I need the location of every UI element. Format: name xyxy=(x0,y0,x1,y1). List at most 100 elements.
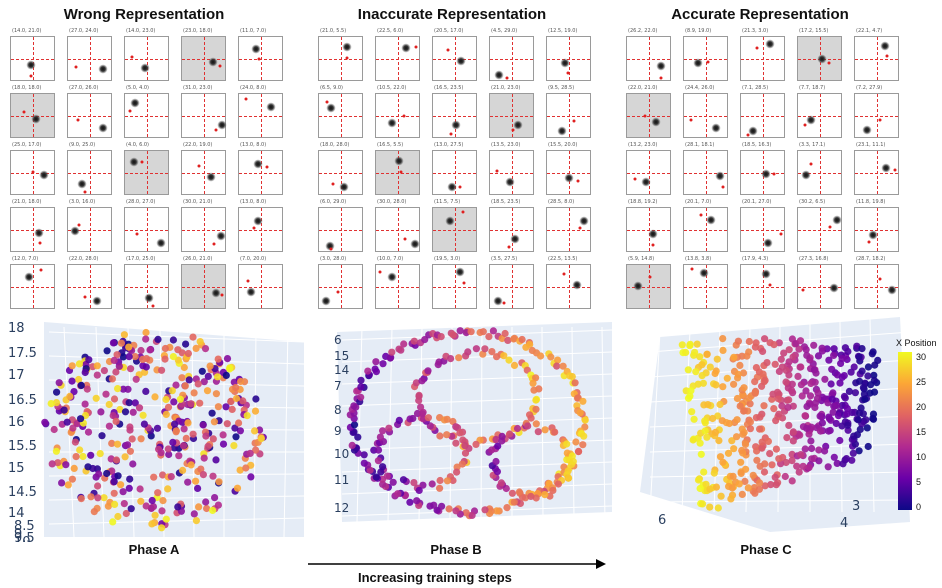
data-point xyxy=(428,480,436,488)
data-point xyxy=(803,351,811,359)
object-blob xyxy=(387,272,397,282)
object-blob xyxy=(765,39,775,49)
predicted-position-dot xyxy=(446,48,450,52)
data-point xyxy=(226,365,234,373)
data-point xyxy=(803,402,811,411)
data-point xyxy=(180,363,188,372)
data-point xyxy=(733,416,741,424)
predicted-position-dot xyxy=(257,57,261,61)
data-point xyxy=(126,447,134,455)
data-point xyxy=(849,449,857,457)
data-point xyxy=(379,360,387,368)
data-point xyxy=(98,432,106,440)
data-point xyxy=(526,340,534,349)
data-point xyxy=(737,469,745,477)
predicted-position-dot xyxy=(458,185,462,189)
predicted-position-dot xyxy=(325,100,329,104)
data-point xyxy=(693,340,701,348)
object-blob xyxy=(832,215,842,225)
data-point xyxy=(386,354,394,362)
crosshair-line xyxy=(855,286,898,288)
data-point xyxy=(252,395,260,403)
data-point xyxy=(421,336,429,344)
data-point xyxy=(379,427,387,435)
object-blob xyxy=(130,98,140,108)
data-point xyxy=(200,454,208,462)
panel-coordinate-label: (21.3, 3.0) xyxy=(742,28,769,34)
predicted-position-dot xyxy=(801,288,805,292)
object-blob xyxy=(641,177,651,187)
data-point xyxy=(66,392,74,400)
data-point xyxy=(360,451,368,459)
predicted-position-dot xyxy=(77,223,81,227)
panel-coordinate-label: (24.0, 8.0) xyxy=(240,85,267,91)
data-point xyxy=(481,506,489,514)
data-point xyxy=(771,473,779,481)
data-point xyxy=(751,388,759,397)
data-point xyxy=(758,382,766,390)
data-point xyxy=(837,359,845,368)
data-point xyxy=(410,479,418,487)
grid-line xyxy=(48,331,304,343)
data-point xyxy=(196,338,204,346)
data-point xyxy=(789,437,797,445)
data-point xyxy=(69,424,77,432)
data-point xyxy=(456,327,464,335)
data-point xyxy=(136,485,144,493)
data-point xyxy=(109,518,117,526)
grid-line xyxy=(341,351,612,363)
data-point xyxy=(801,445,809,453)
data-point xyxy=(503,504,511,512)
data-point xyxy=(206,362,214,370)
crosshair-line xyxy=(68,58,111,60)
crosshair-line xyxy=(741,115,784,117)
data-point xyxy=(159,497,167,505)
data-point xyxy=(184,349,192,358)
data-point xyxy=(142,387,150,395)
data-point xyxy=(135,404,144,412)
data-point xyxy=(789,428,797,436)
data-point xyxy=(468,511,476,519)
data-point xyxy=(701,417,709,425)
predicted-position-dot xyxy=(721,185,725,189)
data-point xyxy=(190,510,198,518)
data-point xyxy=(840,392,848,401)
axis-tick-label: 10 xyxy=(334,447,349,461)
data-point xyxy=(146,346,154,354)
data-point xyxy=(87,451,95,459)
data-point xyxy=(719,458,727,466)
image-panel: (6.5, 9.0) xyxy=(318,85,363,138)
predicted-position-dot xyxy=(461,210,465,214)
data-point xyxy=(761,376,769,384)
data-point xyxy=(832,419,840,428)
data-point xyxy=(237,377,245,386)
data-point xyxy=(716,453,725,461)
data-point xyxy=(203,387,212,395)
data-point xyxy=(436,484,444,492)
panel-coordinate-label: (25.0, 17.0) xyxy=(12,142,42,148)
image-panel: (27.0, 26.0) xyxy=(67,85,112,138)
data-point xyxy=(746,425,754,433)
predicted-position-dot xyxy=(252,226,256,230)
axis-tick-label: 17 xyxy=(8,368,25,383)
data-point xyxy=(793,462,801,470)
panel-coordinate-label: (22.0, 28.0) xyxy=(69,256,99,262)
panel-coordinate-label: (11.8, 19.8) xyxy=(856,199,886,205)
data-point xyxy=(728,437,736,445)
data-point xyxy=(773,388,782,396)
panel-coordinate-label: (27.0, 26.0) xyxy=(69,85,99,91)
data-point xyxy=(692,368,700,376)
data-point xyxy=(77,381,85,389)
predicted-position-dot xyxy=(140,160,144,164)
data-point xyxy=(493,507,501,515)
data-point xyxy=(202,498,210,506)
data-point xyxy=(810,341,818,349)
data-point xyxy=(766,450,774,458)
data-point xyxy=(399,476,408,484)
data-point xyxy=(706,503,714,511)
panel-coordinate-label: (18.8, 19.2) xyxy=(628,199,658,205)
data-point xyxy=(350,421,359,429)
data-point xyxy=(388,348,396,356)
image-panel: (18.8, 19.2) xyxy=(626,199,671,252)
data-point xyxy=(424,414,432,422)
